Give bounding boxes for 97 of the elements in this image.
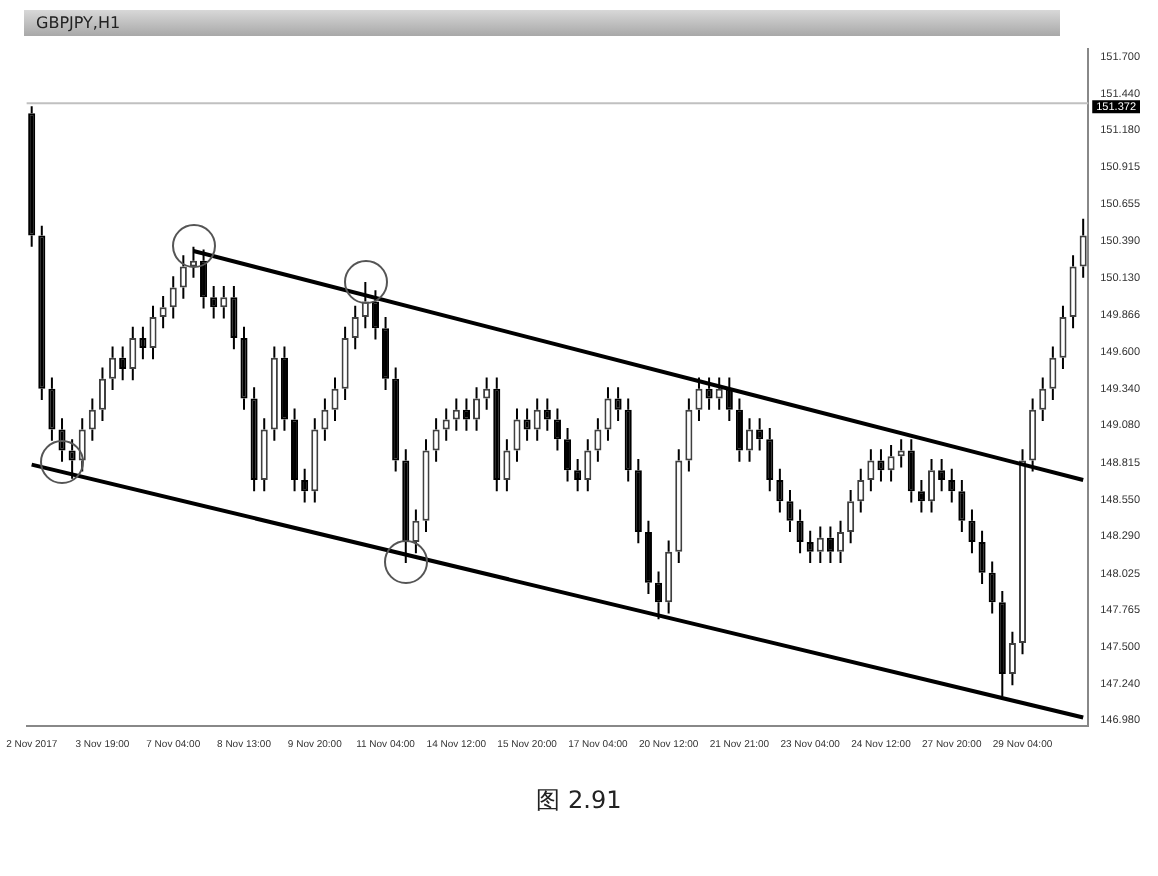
candlestick: [806, 529, 814, 564]
candlestick: [1079, 217, 1087, 279]
candlestick: [998, 590, 1006, 698]
candlestick: [1029, 397, 1037, 473]
candlestick: [1008, 630, 1016, 687]
candlestick: [665, 539, 673, 615]
candlestick: [422, 438, 430, 534]
candlestick: [644, 519, 652, 595]
candlestick: [452, 397, 460, 432]
candlestick: [371, 289, 379, 341]
candlestick: [796, 508, 804, 555]
candlestick: [341, 325, 349, 401]
candlestick: [361, 280, 369, 330]
candlestick: [695, 376, 703, 423]
candlestick: [503, 438, 511, 493]
candlestick: [119, 345, 127, 382]
candlestick: [159, 294, 167, 330]
candlestick: [1059, 304, 1067, 371]
candlestick: [533, 397, 541, 442]
candlestick: [38, 224, 46, 401]
candlestick: [210, 285, 218, 320]
candlestick: [715, 376, 723, 411]
candlestick: [513, 407, 521, 463]
candlestick: [594, 417, 602, 463]
candlestick: [291, 407, 299, 493]
candlestick: [220, 285, 228, 320]
candlestick: [857, 467, 865, 514]
candlestick: [958, 479, 966, 534]
candlestick: [88, 397, 96, 442]
candlestick: [756, 417, 764, 452]
candlestick: [938, 457, 946, 493]
candlestick: [48, 376, 56, 442]
candlestick: [230, 285, 238, 351]
candlestick: [250, 386, 258, 493]
candlestick: [109, 345, 117, 392]
candlestick: [847, 488, 855, 545]
candlestick: [432, 417, 440, 463]
candlestick: [553, 407, 561, 452]
candlestick: [584, 438, 592, 493]
candlestick: [543, 397, 551, 432]
candlestick: [968, 508, 976, 555]
candlestick: [412, 508, 420, 555]
candlestick: [917, 479, 925, 514]
candlestick: [877, 448, 885, 483]
candlestick: [675, 448, 683, 564]
candlestick: [493, 376, 501, 493]
candlestick: [321, 397, 329, 442]
candlestick: [179, 254, 187, 300]
candlestick: [978, 529, 986, 586]
candlestick: [766, 427, 774, 493]
candlestick: [836, 519, 845, 564]
candlestick: [624, 397, 632, 483]
candlestick: [867, 448, 875, 493]
candlestick: [28, 105, 36, 248]
candlestick: [149, 304, 157, 361]
candlestick: [301, 467, 309, 504]
candlestick: [169, 275, 177, 320]
candlestick: [564, 427, 572, 483]
candlestick: [311, 417, 319, 504]
candlestick: [129, 325, 137, 382]
candlestick: [826, 525, 834, 564]
candlestick: [948, 467, 956, 504]
candlestick: [927, 457, 936, 514]
candlestick: [1039, 376, 1047, 423]
candlestick: [240, 325, 248, 411]
candlestick: [473, 386, 481, 432]
candlestick: [58, 417, 66, 463]
candlestick: [270, 345, 278, 442]
caption: 图 2.91: [534, 784, 624, 818]
candlestick: [392, 366, 400, 473]
candlestick: [786, 488, 794, 534]
candlestick: [735, 397, 743, 463]
candlestick: [98, 366, 106, 423]
candlestick: [685, 397, 693, 473]
candlestick: [351, 304, 359, 351]
candlestick: [746, 417, 754, 463]
candlestick: [604, 386, 612, 442]
candlestick: [725, 376, 733, 423]
candlestick: [816, 525, 824, 564]
candlestick: [655, 570, 663, 621]
candlestick: [705, 376, 713, 411]
candlestick: [634, 457, 642, 545]
candlestick: [1049, 345, 1057, 401]
candlestick: [574, 457, 582, 493]
candlestick: [382, 316, 390, 392]
candlestick: [483, 376, 491, 411]
candlestick: [260, 417, 268, 493]
candlestick: [988, 560, 996, 615]
candlestick: [280, 345, 288, 432]
candlestick: [331, 376, 339, 423]
candlestick: [139, 325, 147, 361]
chart-title: GBPJPY,H1: [24, 10, 1060, 36]
candlestick: [614, 386, 622, 423]
candlestick: [1069, 254, 1077, 330]
candlestick: [776, 467, 784, 514]
candlestick: [887, 443, 895, 483]
candlestick: [462, 397, 470, 432]
